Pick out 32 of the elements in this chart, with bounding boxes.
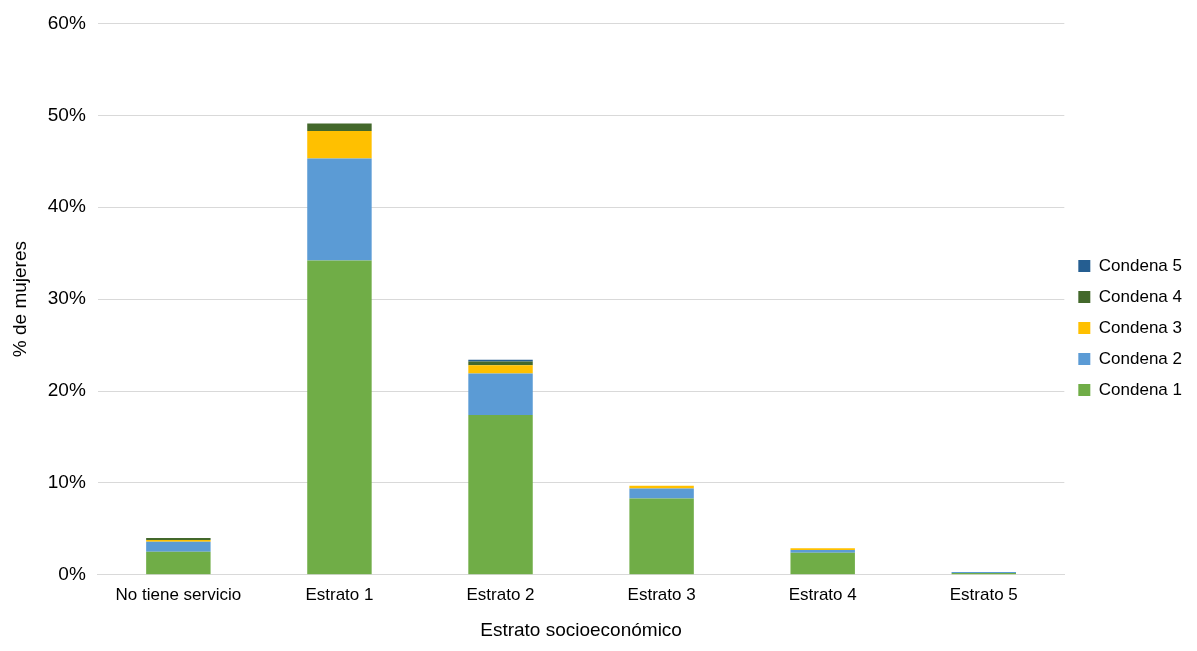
bar	[307, 123, 372, 131]
x-tick-label: Estrato 5	[949, 584, 1018, 604]
x-tick-label: Estrato 1	[305, 584, 374, 604]
legend-label: Condena 5	[1098, 255, 1183, 275]
bar	[146, 551, 211, 575]
x-axis-title: Estrato socioeconómico	[480, 618, 682, 640]
x-tick-label: No tiene servicio	[115, 584, 242, 604]
bar	[307, 158, 372, 261]
x-tick-label: Estrato 4	[788, 584, 857, 604]
y-tick-label: 30%	[47, 287, 86, 309]
y-tick-label: 40%	[47, 195, 86, 217]
y-tick-label: 50%	[47, 103, 86, 125]
bar	[468, 414, 533, 575]
y-tick-label: 60%	[47, 11, 86, 33]
bar	[307, 260, 372, 575]
y-tick-label: 10%	[47, 471, 86, 493]
y-tick-label: 20%	[47, 379, 86, 401]
y-axis-title: % de mujeres	[8, 241, 30, 358]
legend-label: Condena 3	[1098, 317, 1183, 337]
y-tick-label: 0%	[58, 563, 86, 585]
legend-label: Condena 2	[1098, 348, 1183, 368]
bar	[146, 541, 211, 552]
legend-label: Condena 4	[1098, 286, 1183, 306]
bar	[790, 552, 855, 575]
bar	[468, 373, 533, 415]
bar	[468, 365, 533, 374]
legend-label: Condena 1	[1098, 379, 1183, 399]
bar	[629, 488, 694, 499]
bar	[629, 498, 694, 575]
x-tick-label: Estrato 3	[627, 584, 696, 604]
x-tick-label: Estrato 2	[466, 584, 535, 604]
bar	[307, 130, 372, 159]
